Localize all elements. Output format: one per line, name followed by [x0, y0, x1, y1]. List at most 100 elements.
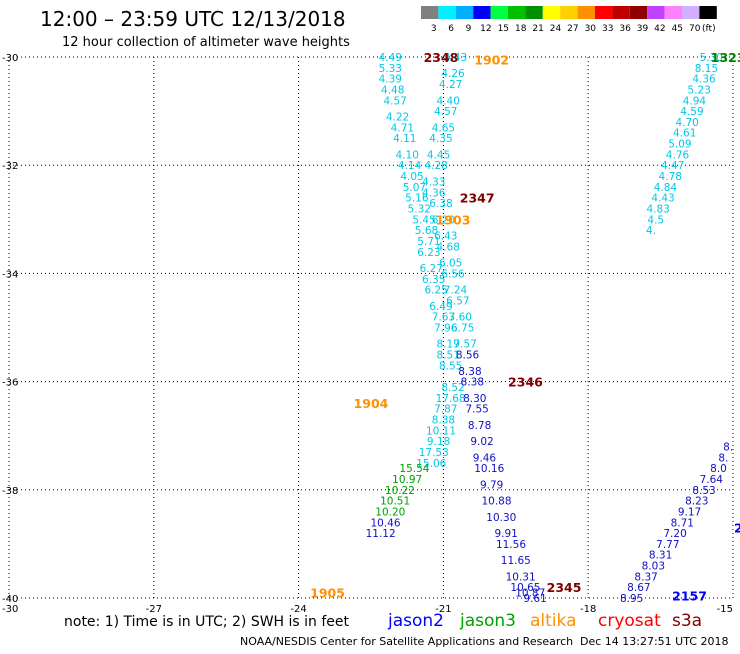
wave-height-value: 10.20: [375, 506, 405, 518]
time-label: 1905: [310, 586, 345, 601]
wave-height-value: 8.30: [463, 393, 486, 405]
wave-height-value: 4.14: [398, 160, 422, 172]
colorbar-label: 21: [532, 24, 543, 34]
wave-height-value: 8.38: [458, 366, 481, 378]
wave-height-value: 10.65: [510, 582, 540, 594]
wave-height-value: 15.54: [399, 463, 429, 475]
wave-height-value: 8.52: [441, 382, 464, 394]
wave-height-value: 6.20: [432, 214, 455, 226]
wave-height-value: 10.30: [486, 512, 516, 524]
legend-note: note: 1) Time is in UTC; 2) SWH is in fe…: [64, 614, 350, 630]
wave-height-value: 7.60: [449, 312, 472, 324]
wave-height-value: 4.43: [444, 52, 467, 64]
track-time-labels: 2348190213231324234719032346190423451905…: [310, 50, 740, 603]
colorbar-label: 70: [689, 24, 701, 34]
wave-height-value: 4.40: [437, 95, 460, 107]
lon-tick-label: -21: [435, 604, 451, 615]
wave-height-value: 10.97: [392, 474, 422, 486]
legend-jason2: jason2: [387, 611, 444, 631]
wave-height-value: 7.24: [444, 285, 468, 297]
lon-tick-label: -15: [717, 604, 733, 615]
wave-height-value: 7.64: [700, 474, 724, 486]
colorbar-swatch: [682, 6, 700, 19]
wave-height-value: 10.22: [385, 485, 415, 497]
time-label: 1902: [474, 53, 509, 68]
colorbar-swatch: [664, 6, 682, 19]
wave-height-value: 9.46: [473, 452, 497, 464]
wave-height-value: 11.12: [366, 528, 396, 540]
wave-height-value: 4.65: [432, 122, 455, 134]
time-label: 2348: [424, 50, 459, 65]
time-label: 1904: [354, 396, 389, 411]
wave-height-value: 6.35: [422, 274, 445, 286]
wave-height-value: 8.15: [695, 63, 718, 75]
wave-height-value: 7.20: [663, 528, 686, 540]
wave-height-value: 9.91: [494, 528, 517, 540]
wave-height-value: 10.87: [515, 588, 545, 600]
map-subtitle: 12 hour collection of altimeter wave hei…: [62, 35, 350, 50]
wave-height-value: 4.35: [429, 133, 452, 145]
wave-height-value: 8.38: [432, 414, 455, 426]
colorbar-label: 6: [448, 24, 454, 34]
lat-tick-label: -32: [2, 161, 18, 172]
map-grid: [8, 56, 734, 599]
wave-height-value: 4.76: [666, 149, 690, 161]
wave-height-value: 4.: [646, 225, 656, 237]
wave-height-value: 4.22: [386, 112, 409, 124]
colorbar-swatch: [525, 6, 543, 19]
colorbar-swatch: [699, 6, 717, 19]
lon-tick-label: -27: [146, 604, 162, 615]
wave-height-value: 4.68: [437, 241, 460, 253]
colorbar-swatch: [647, 6, 665, 19]
legend-s3a: s3a: [672, 611, 702, 631]
time-label: 2345: [547, 580, 582, 595]
wave-height-value: 9.18: [427, 436, 450, 448]
time-label: 2157: [672, 588, 707, 603]
wave-height-value: 6.49: [429, 301, 452, 313]
wave-height-value: 8.0: [710, 463, 727, 475]
wave-height-value: 10.16: [474, 463, 504, 475]
wave-height-value: 8.31: [649, 550, 672, 562]
wave-height-value: 9.61: [523, 593, 546, 605]
wave-height-value: 11.56: [496, 539, 526, 551]
wave-height-value: 7.77: [656, 539, 679, 551]
satellite-tracks: 4.495.334.394.484.574.224.714.114.104.14…: [366, 52, 734, 605]
wave-height-value: 5.32: [408, 203, 431, 215]
wave-height-value: 4.26: [441, 68, 465, 80]
legend-altika: altika: [530, 611, 577, 631]
wave-height-value: 7.57: [453, 339, 476, 351]
wave-height-value: 6.75: [451, 323, 474, 335]
lat-tick-label: -30: [2, 53, 18, 64]
footer-credit: NOAA/NESDIS Center for Satellite Applica…: [240, 635, 573, 648]
colorbar-label: 36: [619, 24, 631, 34]
wave-height-value: 4.43: [651, 193, 674, 205]
colorbar-swatch: [438, 6, 456, 19]
colorbar-swatch: [473, 6, 491, 19]
lat-tick-label: -40: [2, 594, 18, 605]
colorbar-label: 27: [567, 24, 578, 34]
wave-height-value: 17.68: [436, 393, 466, 405]
wave-height-value: 6.57: [446, 295, 469, 307]
colorbar-swatch: [455, 6, 474, 19]
wave-height-value: 4.45: [427, 149, 450, 161]
legend-cryosat: cryosat: [598, 611, 661, 631]
colorbar-swatch: [508, 6, 526, 19]
time-label: 2347: [460, 191, 495, 206]
wave-height-value: 10.11: [426, 425, 456, 437]
wave-height-value: 8.03: [642, 561, 665, 573]
colorbar-label: 39: [637, 24, 649, 34]
lat-tick-label: -36: [2, 378, 18, 389]
wave-height-value: 10.31: [506, 571, 536, 583]
colorbar-label: 30: [585, 24, 597, 34]
wave-height-value: 4.84: [654, 182, 678, 194]
wave-height-value: 8.95: [620, 593, 643, 605]
wave-height-value: 15.06: [416, 458, 446, 470]
wave-height-value: 4.27: [439, 79, 462, 91]
legend-jason3: jason3: [459, 611, 516, 631]
wave-height-value: 7.63: [432, 312, 455, 324]
wave-height-value: 4.33: [422, 176, 445, 188]
wave-height-value: 17.53: [419, 447, 449, 459]
wave-height-value: 5.71: [417, 236, 440, 248]
